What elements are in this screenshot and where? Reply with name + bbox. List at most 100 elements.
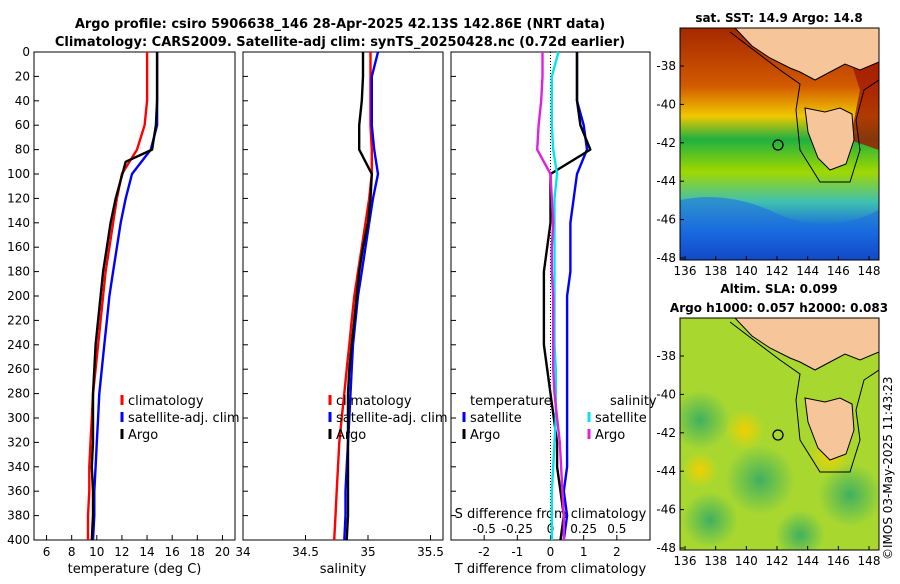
depth-tick-label: 220: [7, 313, 30, 327]
legend-label: Argo: [595, 428, 625, 443]
map-x-tick-label: 146: [827, 554, 850, 568]
legend-label: Argo: [336, 428, 366, 443]
depth-tick-label: 80: [15, 143, 30, 157]
salinity-panel: 34 34.5 35 35.5 salinity climatology satellite…: [235, 51, 448, 577]
sla-low-5: [775, 510, 825, 550]
legend-label: Argo: [470, 428, 500, 443]
s-difference-tick-label: -0.25: [502, 522, 533, 536]
map-x-tick-label: 140: [735, 264, 758, 278]
map-y-tick-label: -46: [656, 503, 676, 517]
map-x-tick-label: 138: [704, 554, 727, 568]
legend-label: Argo: [128, 428, 158, 443]
salinity-x-axis-label: salinity: [320, 562, 367, 577]
depth-tick-label: 400: [7, 533, 30, 547]
map-x-tick-label: 144: [796, 264, 819, 278]
salinity-x-tick-label: 35.5: [417, 545, 444, 559]
depth-tick-label: 160: [7, 240, 30, 254]
map-y-tick-label: -44: [656, 174, 676, 188]
difference-x-tick-label: 1: [580, 545, 588, 559]
map-y-tick-label: -40: [656, 387, 676, 401]
map-y-tick-label: -46: [656, 213, 676, 227]
salinity-climatology-line: [333, 52, 373, 541]
sla-argo-marker: [772, 429, 784, 441]
map-x-tick-label: 142: [766, 554, 789, 568]
sla-low-4: [818, 463, 879, 527]
credit-text: ©IMOS 03-May-2025 11:43:23: [881, 376, 895, 560]
sst-map-frame: [679, 27, 880, 261]
temperature-plot-area: [33, 51, 236, 541]
difference-x-tick-label: -2: [478, 545, 490, 559]
s-difference-tick-label: 0.25: [570, 522, 597, 536]
sla-map-axes: 136 138 140 142 144 146 148 -38 -40 -42 -44 -46 -48: [656, 349, 880, 568]
tasmania: [804, 107, 855, 171]
depth-tick-label: 300: [7, 411, 30, 425]
legend-label: satellite: [470, 411, 522, 426]
mainland-australia-2: [734, 318, 879, 371]
sst-cool-west-band: [680, 197, 879, 260]
map-y-tick-label: -42: [656, 136, 676, 150]
difference-x-tick-label: 0: [547, 545, 555, 559]
salinity-x-tick-label: 34.5: [292, 545, 319, 559]
map-x-tick-label: 146: [827, 264, 850, 278]
salinity-Argo-line: [345, 52, 373, 541]
map-y-tick-label: -42: [656, 426, 676, 440]
shelf-contour-2: [729, 321, 879, 473]
depth-tick-label: 340: [7, 460, 30, 474]
legend-title-temperature: temperature: [470, 394, 552, 409]
map-y-tick-label: -40: [656, 97, 676, 111]
temperature-panel: 6 8 10 12 14 16 18 20 temperature (deg C) 0 20 40 60…: [7, 45, 240, 577]
salinity-plot-area: [242, 51, 444, 541]
sla-map-title-line2: Argo h1000: 0.057 h2000: 0.083: [670, 301, 888, 315]
legend-label: satellite-adj. clim: [128, 411, 240, 426]
sst-map: sat. SST: 14.9 Argo: 14.8 136 138 140 142 14…: [656, 11, 880, 278]
difference-x-tick-label: 2: [613, 545, 621, 559]
sst-map-axes: 136 138 140 142 144 146 148 -38 -40 -42 -44 -46 -48: [656, 59, 880, 278]
depth-tick-label: 200: [7, 289, 30, 303]
depth-tick-label: 280: [7, 387, 30, 401]
s-difference-tick-label: 0.5: [607, 522, 626, 536]
map-x-tick-label: 136: [674, 554, 697, 568]
temperature-x-tick-label: 10: [89, 545, 104, 559]
map-x-tick-label: 140: [735, 554, 758, 568]
figure-title-line2: Climatology: CARS2009. Satellite-adj cli…: [55, 35, 625, 50]
sla-low-2: [725, 445, 795, 515]
difference-salinity-Argo-line: [536, 52, 565, 540]
tasmania-2: [804, 397, 855, 461]
depth-tick-label: 320: [7, 435, 30, 449]
legend-label: climatology: [128, 394, 204, 409]
map-y-tick-label: -38: [656, 349, 676, 363]
sla-low-3: [682, 492, 738, 548]
sla-low-1: [680, 390, 730, 450]
difference-x-axis-label: T difference from climatology: [454, 562, 647, 577]
temperature-x-tick-label: 20: [215, 545, 230, 559]
map-y-tick-label: -44: [656, 464, 676, 478]
sla-map-frame: [679, 317, 880, 551]
temperature-x-tick-label: 6: [43, 545, 51, 559]
salinity-x-tick-label: 35: [360, 545, 375, 559]
depth-tick-label: 260: [7, 362, 30, 376]
legend-label: climatology: [336, 394, 412, 409]
temperature-x-tick-label: 16: [165, 545, 180, 559]
map-x-tick-label: 136: [674, 264, 697, 278]
temperature-x-tick-label: 8: [68, 545, 76, 559]
sla-high-1: [725, 410, 765, 450]
depth-tick-label: 380: [7, 509, 30, 523]
salinity-x-tick-label: 34: [235, 545, 250, 559]
depth-tick-label: 360: [7, 484, 30, 498]
depth-tick-label: 180: [7, 265, 30, 279]
temperature-Argo-line: [90, 52, 159, 541]
map-x-tick-label: 138: [704, 264, 727, 278]
legend-label: satellite-adj. clim: [336, 411, 448, 426]
difference-x-tick-label: -1: [511, 545, 523, 559]
depth-tick-label: 120: [7, 191, 30, 205]
depth-tick-label: 0: [22, 45, 30, 59]
temperature-x-tick-label: 14: [139, 545, 154, 559]
temperature-climatology-line: [86, 52, 149, 540]
sst-argo-marker: [772, 139, 784, 151]
depth-tick-label: 140: [7, 216, 30, 230]
figure-title-line1: Argo profile: csiro 5906638_146 28-Apr-2…: [75, 17, 605, 32]
